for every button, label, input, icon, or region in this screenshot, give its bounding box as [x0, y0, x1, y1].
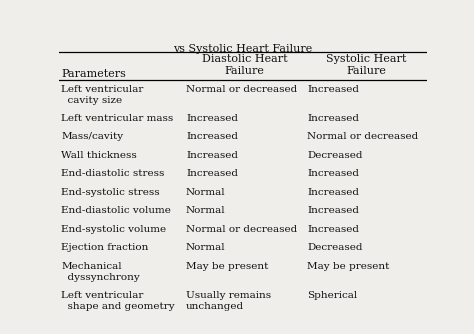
Text: Systolic Heart
Failure: Systolic Heart Failure — [326, 54, 406, 76]
Text: End-diastolic stress: End-diastolic stress — [61, 169, 164, 178]
Text: Increased: Increased — [186, 151, 238, 160]
Text: End-systolic volume: End-systolic volume — [61, 225, 166, 234]
Text: Normal: Normal — [186, 206, 226, 215]
Text: Increased: Increased — [307, 85, 359, 94]
Text: Decreased: Decreased — [307, 151, 363, 160]
Text: Normal or decreased: Normal or decreased — [186, 225, 297, 234]
Text: Left ventricular
  cavity size: Left ventricular cavity size — [61, 85, 144, 105]
Text: Ejection fraction: Ejection fraction — [61, 243, 148, 253]
Text: Increased: Increased — [307, 169, 359, 178]
Text: May be present: May be present — [186, 262, 268, 271]
Text: End-systolic stress: End-systolic stress — [61, 188, 160, 197]
Text: Spherical: Spherical — [307, 291, 357, 300]
Text: Increased: Increased — [186, 114, 238, 123]
Text: Mechanical
  dyssynchrony: Mechanical dyssynchrony — [61, 262, 140, 282]
Text: Diastolic Heart
Failure: Diastolic Heart Failure — [202, 54, 288, 76]
Text: Increased: Increased — [307, 225, 359, 234]
Text: Normal or decreased: Normal or decreased — [307, 132, 419, 141]
Text: Mass/cavity: Mass/cavity — [61, 132, 123, 141]
Text: Increased: Increased — [307, 188, 359, 197]
Text: Increased: Increased — [186, 132, 238, 141]
Text: Normal: Normal — [186, 243, 226, 253]
Text: Decreased: Decreased — [307, 243, 363, 253]
Text: Normal: Normal — [186, 188, 226, 197]
Text: Increased: Increased — [186, 169, 238, 178]
Text: End-diastolic volume: End-diastolic volume — [61, 206, 171, 215]
Text: Normal or decreased: Normal or decreased — [186, 85, 297, 94]
Text: Wall thickness: Wall thickness — [61, 151, 137, 160]
Text: Usually remains
unchanged: Usually remains unchanged — [186, 291, 271, 311]
Text: Left ventricular mass: Left ventricular mass — [61, 114, 173, 123]
Text: May be present: May be present — [307, 262, 390, 271]
Text: Parameters: Parameters — [61, 69, 126, 78]
Text: vs Systolic Heart Failure: vs Systolic Heart Failure — [173, 44, 312, 54]
Text: Increased: Increased — [307, 114, 359, 123]
Text: Increased: Increased — [307, 206, 359, 215]
Text: Left ventricular
  shape and geometry: Left ventricular shape and geometry — [61, 291, 175, 311]
